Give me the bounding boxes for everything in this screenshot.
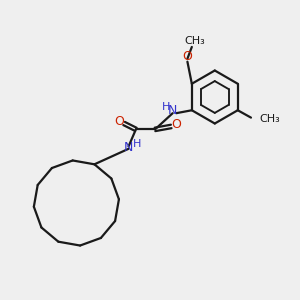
Text: O: O (114, 115, 124, 128)
Text: O: O (182, 50, 192, 63)
Text: CH₃: CH₃ (259, 114, 280, 124)
Text: CH₃: CH₃ (184, 36, 205, 46)
Text: O: O (172, 118, 182, 131)
Text: N: N (124, 141, 133, 154)
Text: H: H (162, 102, 170, 112)
Text: H: H (133, 139, 141, 148)
Text: N: N (168, 104, 177, 117)
